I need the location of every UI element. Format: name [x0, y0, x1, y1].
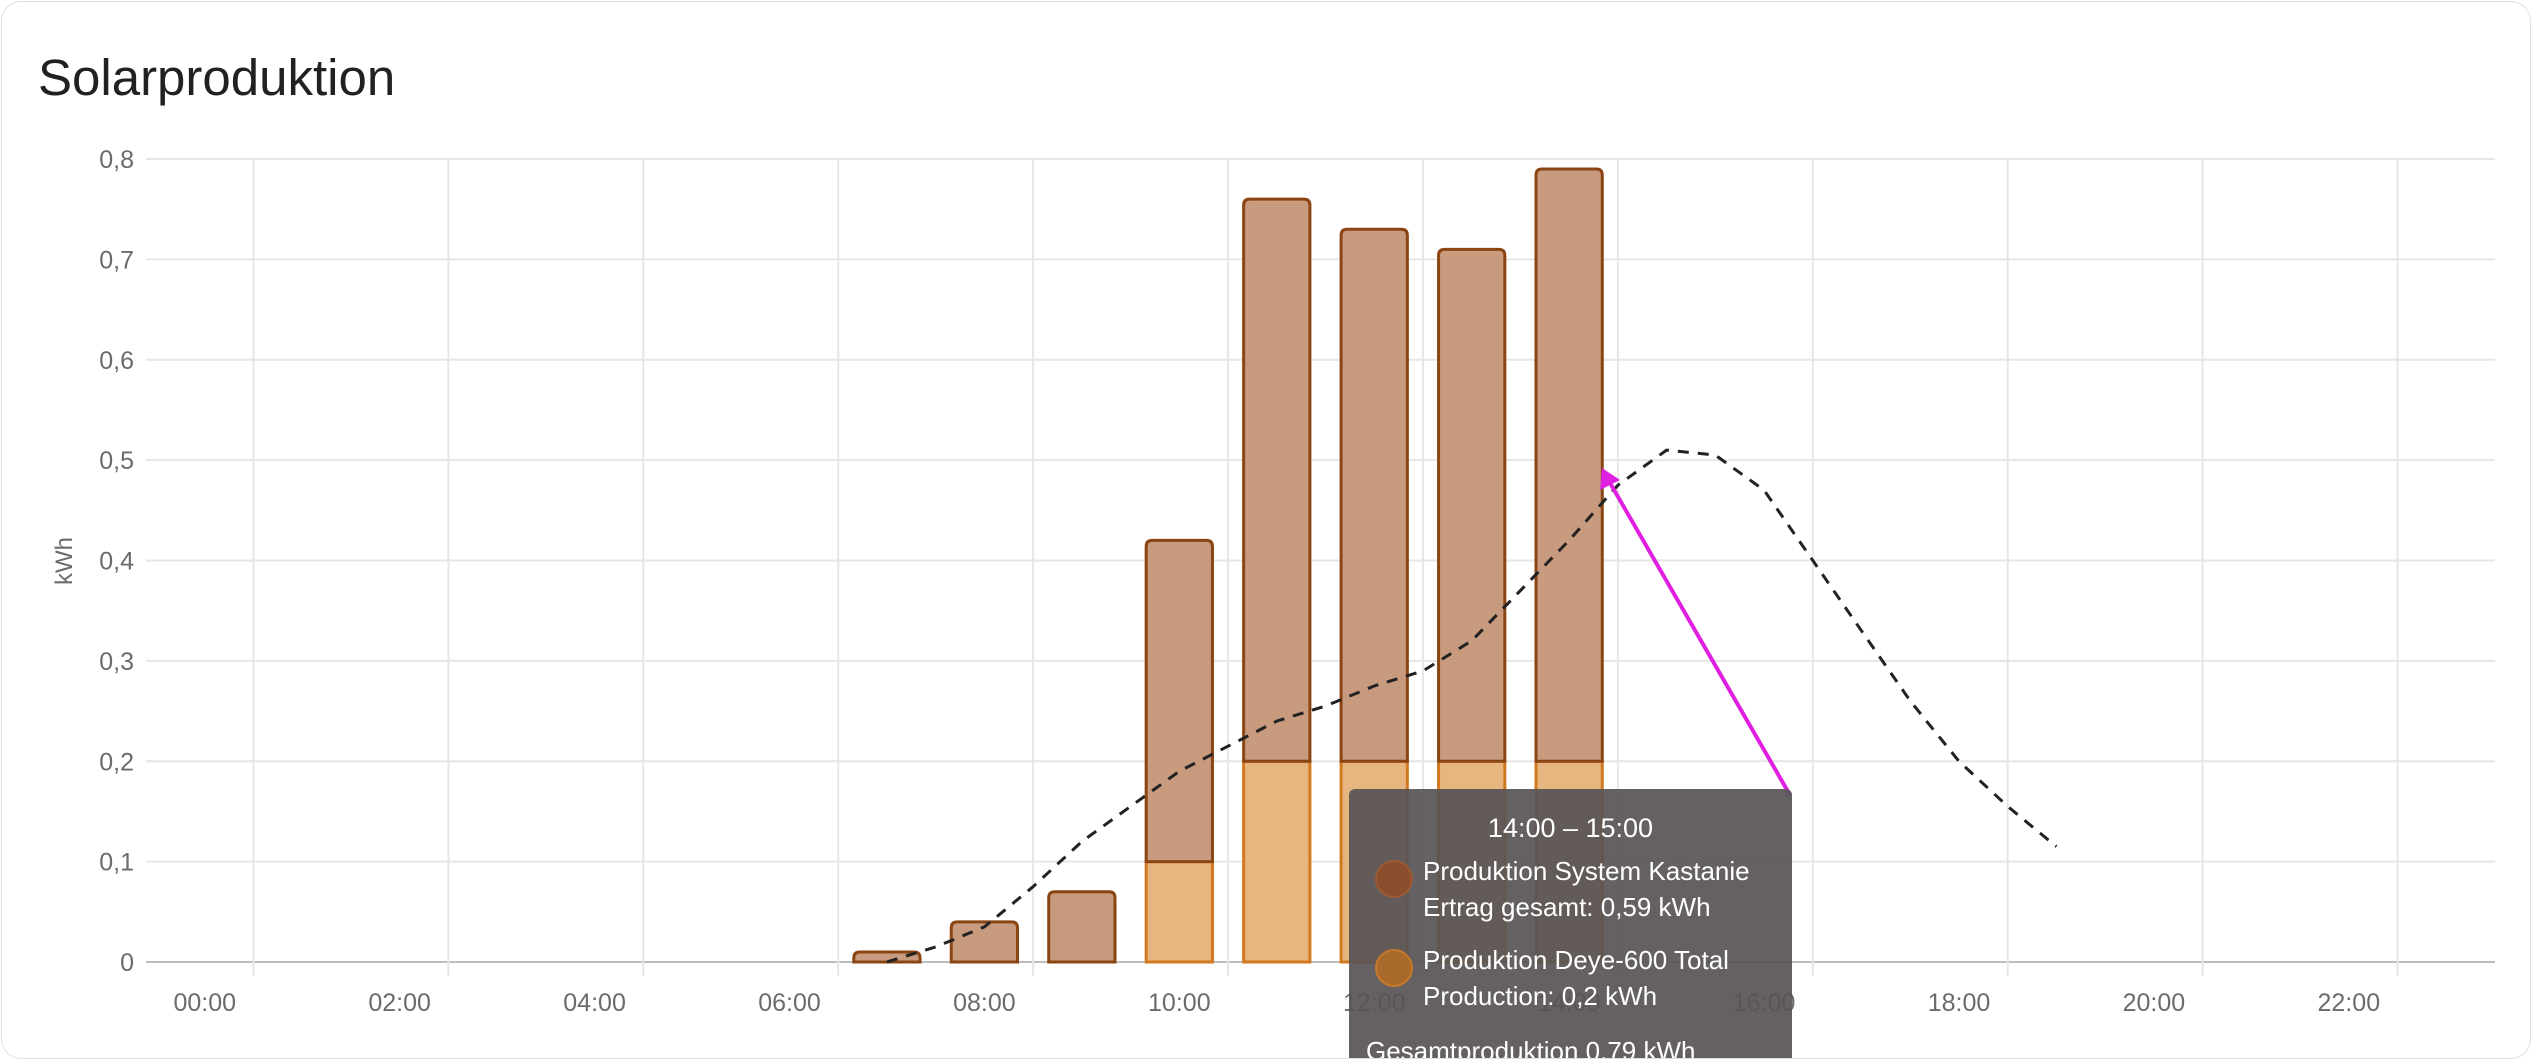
tooltip-row-kastanie-line2: Ertrag gesamt: 0,59 kWh	[1423, 892, 1711, 922]
x-tick-label: 06:00	[758, 989, 821, 1017]
bar-kastanie-9	[1047, 890, 1117, 964]
y-tick-label: 0,4	[99, 548, 134, 576]
bar-kastanie-10	[1144, 538, 1214, 864]
tooltip-row-deye-line2: Production: 0,2 kWh	[1423, 981, 1658, 1011]
bar-kastanie-8	[949, 920, 1020, 964]
bar-kastanie-7	[852, 950, 922, 964]
bar-deye-10	[1144, 860, 1214, 964]
tooltip-row-kastanie: Produktion System Kastanie Ertrag gesamt…	[1423, 853, 1750, 925]
tooltip-row-deye: Produktion Deye-600 Total Production: 0,…	[1423, 942, 1729, 1014]
annotation-arrow	[1604, 475, 1792, 796]
forecast-line	[886, 448, 2058, 964]
y-tick-label: 0,2	[99, 748, 134, 776]
x-tick-label: 22:00	[2318, 989, 2381, 1017]
tooltip-row-deye-line1: Produktion Deye-600 Total	[1423, 945, 1729, 975]
card-title: Solarproduktion	[38, 49, 396, 106]
chart-annotation	[1600, 468, 1792, 796]
x-tick-label: 08:00	[953, 989, 1016, 1017]
tooltip-title: 14:00 – 15:00	[1487, 813, 1654, 843]
y-tick-label: 0	[120, 949, 134, 977]
bar-kastanie-14	[1534, 167, 1604, 763]
bar-kastanie-12	[1339, 227, 1409, 763]
legend-dot-deye	[1375, 949, 1413, 987]
y-tick-label: 0,7	[99, 246, 134, 274]
y-tick-label: 0,5	[99, 447, 134, 475]
bar-kastanie-11	[1242, 197, 1312, 763]
x-tick-label: 20:00	[2123, 989, 2186, 1017]
chart-grid	[146, 158, 2495, 976]
annotation-arrowhead	[1600, 468, 1620, 490]
y-tick-label: 0,1	[99, 849, 134, 877]
bar-kastanie-13	[1437, 247, 1507, 763]
x-tick-label: 10:00	[1148, 989, 1211, 1017]
legend-dot-kastanie	[1375, 860, 1413, 898]
chart-axes: 0 0,1 0,2 0,3 0,4 0,5 0,6 0,7 0,8 00:00 02:00 04:00…	[51, 146, 2380, 1017]
bar-deye-11	[1242, 759, 1312, 964]
y-tick-label: 0,3	[99, 648, 134, 676]
x-tick-label: 18:00	[1928, 989, 1991, 1017]
y-axis-label: kWh	[51, 537, 78, 585]
chart-tooltip: 14:00 – 15:00 Produktion System Kastanie…	[1349, 789, 1792, 1059]
y-tick-label: 0,6	[99, 347, 134, 375]
tooltip-row-kastanie-line1: Produktion System Kastanie	[1423, 856, 1750, 886]
x-tick-label: 04:00	[563, 989, 626, 1017]
x-tick-label: 02:00	[368, 989, 431, 1017]
chart-forecast	[886, 448, 2058, 964]
tooltip-total: Gesamtproduktion 0,79 kWh	[1366, 1036, 1696, 1059]
y-tick-label: 0,8	[99, 146, 134, 174]
x-tick-label: 00:00	[173, 989, 236, 1017]
